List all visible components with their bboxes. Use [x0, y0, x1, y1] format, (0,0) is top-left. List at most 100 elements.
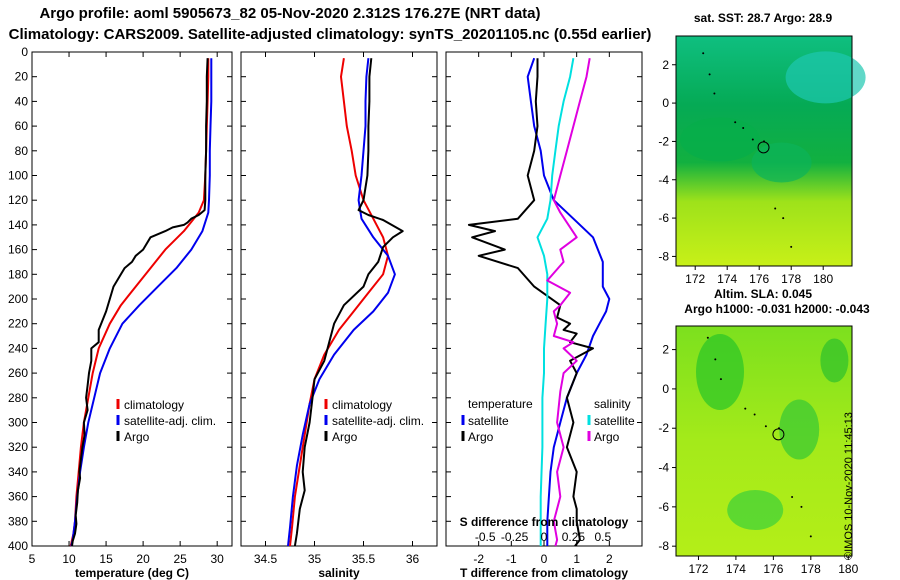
- map-y-tick-label: -4: [658, 173, 669, 187]
- sla-map-title: Altim. SLA: 0.045: [714, 287, 812, 301]
- series-line-t-argo: [467, 58, 594, 547]
- y-tick-label: 0: [21, 45, 28, 59]
- series-line-s-satellite: [536, 58, 575, 546]
- y-tick-label: 300: [8, 416, 28, 430]
- sla-map-coast-dot: [706, 336, 709, 339]
- sst-map-texture: [751, 142, 812, 183]
- legend-entry: satellite-adj. clim.: [332, 414, 424, 428]
- x-tick-label: 35: [308, 552, 322, 566]
- sst-map-title: sat. SST: 28.7 Argo: 28.9: [694, 11, 833, 25]
- sst-map-coast-dot: [713, 92, 716, 95]
- map-y-tick-label: -8: [658, 539, 669, 553]
- sst-map-coast-dot: [734, 121, 737, 124]
- map-x-tick-label: 180: [838, 562, 858, 576]
- y-tick-label: 280: [8, 391, 28, 405]
- legend-title-temperature: temperature: [468, 397, 533, 411]
- x-tick-label: 34.5: [254, 552, 278, 566]
- y-tick-label: 340: [8, 465, 28, 479]
- temperature-profile-xlabel: temperature (deg C): [75, 566, 189, 580]
- sla-map-texture: [727, 490, 784, 530]
- difference-profile-top-xlabel: S difference from climatology: [460, 515, 629, 529]
- map-x-tick-label: 176: [749, 272, 769, 286]
- legend-entry: Argo: [468, 430, 494, 444]
- sst-map-texture: [680, 117, 760, 162]
- x-tick-label: 30: [211, 552, 225, 566]
- sla-map-coast-dot: [764, 425, 767, 428]
- sst-map-frame: [675, 35, 853, 267]
- chart-title-line2: Climatology: CARS2009. Satellite-adjuste…: [8, 26, 652, 43]
- map-x-tick-label: 172: [685, 272, 705, 286]
- sst-map-coast-dot: [774, 207, 777, 210]
- map-y-tick-label: -4: [658, 461, 669, 475]
- legend-entry: satellite: [468, 414, 509, 428]
- x-tick-label: 5: [29, 552, 36, 566]
- s-tick-label: -0.25: [501, 530, 529, 544]
- map-y-tick-label: -6: [658, 211, 669, 225]
- sst-map-coast-dot: [751, 138, 754, 141]
- sst-map-texture: [785, 51, 866, 104]
- map-x-tick-label: 174: [717, 272, 737, 286]
- sst-map-coast-dot: [742, 127, 745, 129]
- legend-entry: climatology: [124, 398, 184, 412]
- map-y-tick-label: -6: [658, 500, 669, 514]
- map-y-tick-label: 2: [662, 58, 669, 72]
- y-tick-label: 260: [8, 366, 28, 380]
- sla-map-coast-dot: [753, 413, 756, 416]
- series-line-t-satellite: [526, 57, 611, 546]
- series-line-climatology: [289, 58, 389, 547]
- sla-map-coast-dot: [719, 378, 722, 381]
- sla-map-coast-dot: [744, 407, 747, 410]
- chart-title-line1: Argo profile: aoml 5905673_82 05-Nov-202…: [39, 5, 541, 22]
- s-tick-label: 0.5: [594, 530, 611, 544]
- map-y-tick-label: 0: [662, 382, 669, 396]
- y-tick-label: 20: [15, 70, 29, 84]
- x-tick-label: 1: [573, 552, 580, 566]
- y-tick-label: 400: [8, 539, 28, 553]
- imos-watermark: ©IMOS 10-Nov-2020 11:45:13: [843, 412, 855, 560]
- y-tick-label: 200: [8, 292, 28, 306]
- legend-entry: Argo: [124, 430, 150, 444]
- y-tick-label: 160: [8, 243, 28, 257]
- series-line-argo: [71, 58, 209, 547]
- sla-map-coast-dot: [809, 535, 812, 538]
- s-tick-label: -0.5: [475, 530, 496, 544]
- sla-map-coast-dot: [714, 358, 717, 361]
- sst-map-coast-dot: [790, 245, 793, 248]
- sla-map-coast-dot: [800, 505, 803, 508]
- sst-map-coast-dot: [702, 52, 705, 55]
- x-tick-label: 0: [541, 552, 548, 566]
- x-tick-label: -1: [506, 552, 517, 566]
- y-tick-label: 320: [8, 440, 28, 454]
- x-tick-label: 2: [606, 552, 613, 566]
- y-tick-label: 60: [15, 119, 29, 133]
- map-x-tick-label: 180: [813, 272, 833, 286]
- sla-map-argo-location-marker: [772, 428, 785, 441]
- sla-map-texture: [779, 399, 820, 460]
- y-tick-label: 240: [8, 341, 28, 355]
- s-tick-label: 0: [541, 530, 548, 544]
- salinity-profile-xlabel: salinity: [318, 566, 360, 580]
- map-x-tick-label: 172: [688, 562, 708, 576]
- legend-entry: Argo: [594, 430, 620, 444]
- sla-map-coast-dot: [791, 496, 794, 499]
- y-tick-label: 360: [8, 490, 28, 504]
- x-tick-label: 20: [136, 552, 150, 566]
- x-tick-label: 10: [62, 552, 76, 566]
- sla-map-frame: [675, 325, 853, 557]
- temperature-profile-frame: [31, 51, 233, 547]
- legend-entry: satellite-adj. clim.: [124, 414, 216, 428]
- sst-map-argo-location-marker: [757, 141, 770, 154]
- x-tick-label: 15: [99, 552, 113, 566]
- sla-map-texture: [696, 334, 744, 410]
- map-x-tick-label: 176: [763, 562, 783, 576]
- x-tick-label: -2: [473, 552, 484, 566]
- y-tick-label: 40: [15, 94, 29, 108]
- map-y-tick-label: -2: [658, 134, 669, 148]
- map-y-tick-label: 0: [662, 96, 669, 110]
- series-line-satellite-adj-clim-: [287, 58, 396, 547]
- legend-entry: satellite: [594, 414, 635, 428]
- x-tick-label: 36: [406, 552, 420, 566]
- y-tick-label: 140: [8, 218, 28, 232]
- map-x-tick-label: 178: [801, 562, 821, 576]
